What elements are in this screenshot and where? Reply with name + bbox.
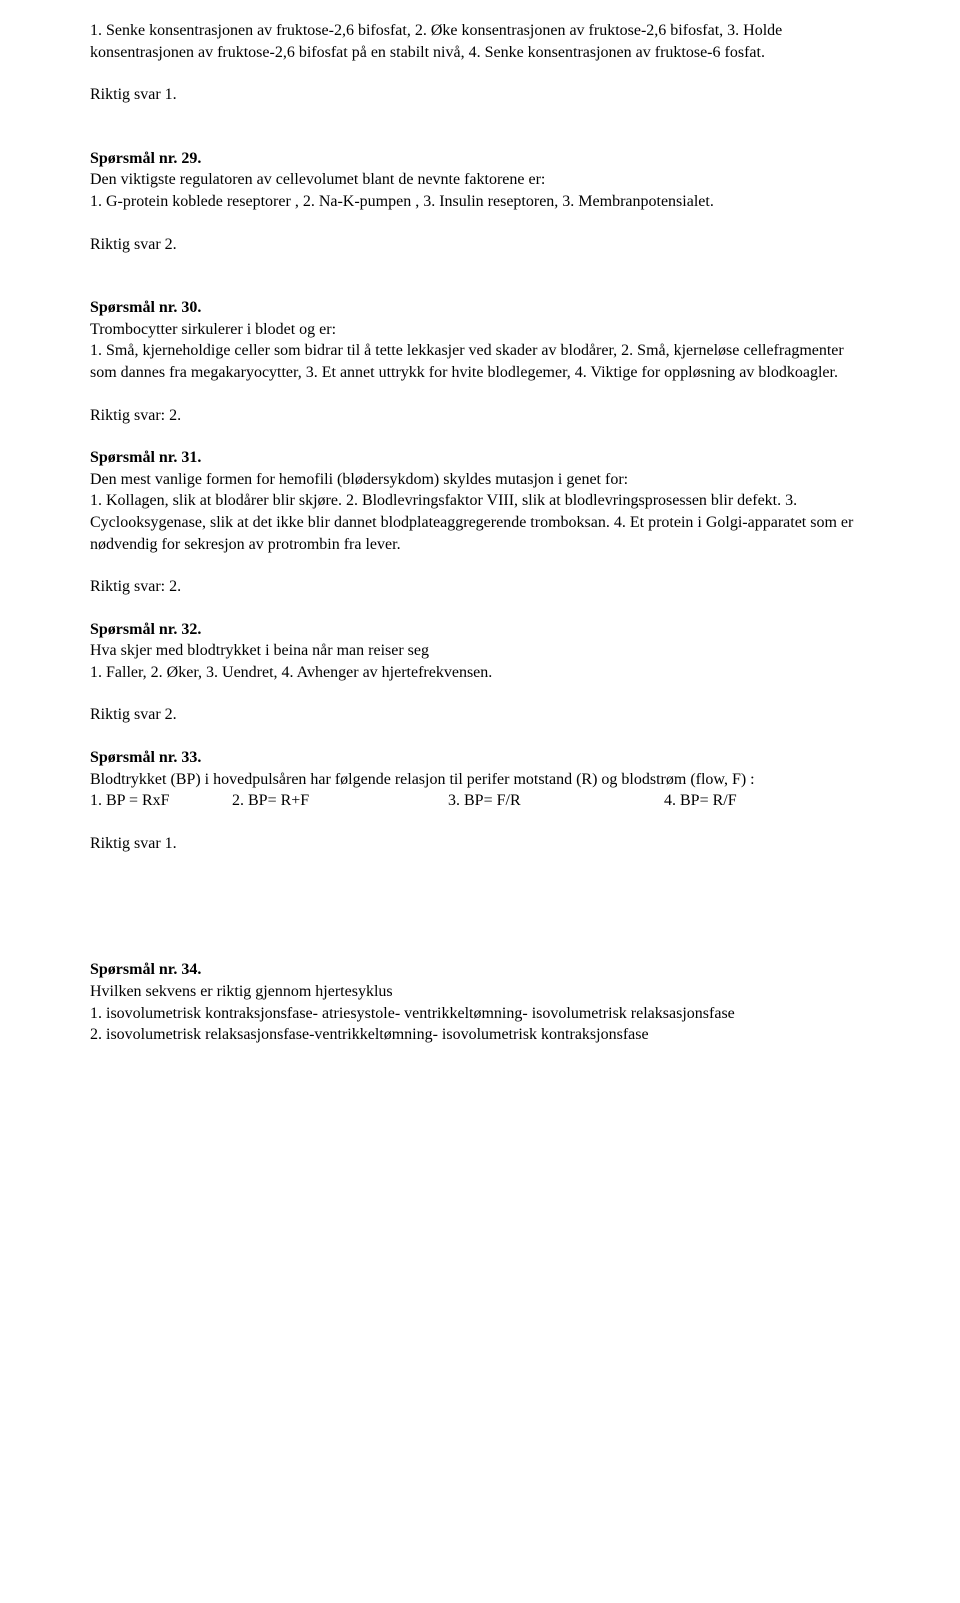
- q33-formula-4: 4. BP= R/F: [664, 790, 737, 812]
- q34-opt1: 1. isovolumetrisk kontraksjonsfase- atri…: [90, 1003, 870, 1025]
- q30-heading: Spørsmål nr. 30.: [90, 297, 870, 319]
- q32-heading: Spørsmål nr. 32.: [90, 619, 870, 641]
- q31-question: Den mest vanlige formen for hemofili (bl…: [90, 469, 870, 491]
- q29-heading: Spørsmål nr. 29.: [90, 148, 870, 170]
- q33-formula-3: 3. BP= F/R: [448, 790, 664, 812]
- q34-heading: Spørsmål nr. 34.: [90, 959, 870, 981]
- q33-heading: Spørsmål nr. 33.: [90, 747, 870, 769]
- q29-question: Den viktigste regulatoren av cellevolume…: [90, 169, 870, 191]
- q34-opt2: 2. isovolumetrisk relaksasjonsfase-ventr…: [90, 1024, 870, 1046]
- q29-answer: Riktig svar 2.: [90, 234, 870, 256]
- q33-formula-row: 1. BP = RxF 2. BP= R+F 3. BP= F/R 4. BP=…: [90, 790, 870, 812]
- q32-question: Hva skjer med blodtrykket i beina når ma…: [90, 640, 870, 662]
- q33-answer: Riktig svar 1.: [90, 833, 870, 855]
- intro-text: 1. Senke konsentrasjonen av fruktose-2,6…: [90, 20, 870, 63]
- q30-answer: Riktig svar: 2.: [90, 405, 870, 427]
- q30-question: Trombocytter sirkulerer i blodet og er:: [90, 319, 870, 341]
- q32-answer: Riktig svar 2.: [90, 704, 870, 726]
- q33-question: Blodtrykket (BP) i hovedpulsåren har føl…: [90, 769, 870, 791]
- q31-answer: Riktig svar: 2.: [90, 576, 870, 598]
- q33-formula-2: 2. BP= R+F: [232, 790, 448, 812]
- q33-formula-1: 1. BP = RxF: [90, 790, 232, 812]
- q32-options: 1. Faller, 2. Øker, 3. Uendret, 4. Avhen…: [90, 662, 870, 684]
- q30-options: 1. Små, kjerneholdige celler som bidrar …: [90, 340, 870, 383]
- q31-heading: Spørsmål nr. 31.: [90, 447, 870, 469]
- q29-options: 1. G-protein koblede reseptorer , 2. Na-…: [90, 191, 870, 213]
- q34-question: Hvilken sekvens er riktig gjennom hjerte…: [90, 981, 870, 1003]
- q31-options: 1. Kollagen, slik at blodårer blir skjør…: [90, 490, 870, 555]
- intro-answer: Riktig svar 1.: [90, 84, 870, 106]
